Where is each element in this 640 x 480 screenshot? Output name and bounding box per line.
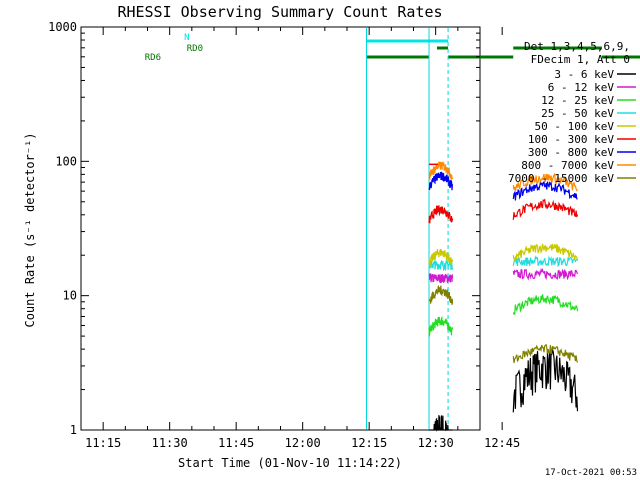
- series-line: [512, 343, 579, 364]
- series-line: [428, 204, 454, 224]
- series-line: [512, 255, 578, 268]
- legend-header: FDecim 1, Att 0: [531, 53, 630, 66]
- series-line: [512, 294, 579, 316]
- x-tick-label: 11:45: [218, 436, 254, 450]
- series-line: [512, 267, 579, 281]
- series-line: [512, 172, 578, 192]
- legend-label: 300 - 800 keV: [528, 146, 614, 159]
- series-line: [428, 315, 454, 337]
- x-tick-label: 12:00: [285, 436, 321, 450]
- series-line: [429, 415, 453, 432]
- footer-timestamp: 17-Oct-2021 00:53: [545, 468, 637, 478]
- chart-title: RHESSI Observing Summary Count Rates: [117, 3, 442, 21]
- series-line: [428, 161, 454, 181]
- status-label-rd0: RD0: [187, 44, 203, 54]
- series-line: [428, 273, 454, 284]
- legend-label: 800 - 7000 keV: [521, 159, 614, 172]
- series-line: [428, 248, 454, 267]
- legend-label: 25 - 50 keV: [541, 107, 614, 120]
- vertical-markers: [366, 28, 449, 429]
- series-line: [512, 179, 578, 201]
- series-line: [428, 259, 454, 272]
- legend-header: Det 1,3,4,5,6,9,: [524, 40, 630, 53]
- x-tick-label: 11:15: [85, 436, 121, 450]
- series-line: [512, 243, 579, 262]
- x-tick-label: 12:30: [418, 436, 454, 450]
- y-axis-label: Count Rate (s⁻¹ detector⁻¹): [23, 132, 37, 327]
- legend-label: 12 - 25 keV: [541, 94, 614, 107]
- y-tick-label: 100: [55, 154, 77, 168]
- series-line: [512, 348, 579, 413]
- legend-label: 50 - 100 keV: [535, 120, 615, 133]
- series-line: [512, 198, 579, 220]
- status-label-rd6: RD6: [145, 53, 161, 63]
- series-line: [428, 285, 454, 305]
- y-tick-label: 1: [70, 423, 77, 437]
- x-tick-label: 11:30: [152, 436, 188, 450]
- axes: 11:15 11:30 11:45 12:00 12:15 12:30 12:45 1 10 10…: [48, 20, 520, 450]
- legend-label: 6 - 12 keV: [548, 81, 615, 94]
- legend-label: 100 - 300 keV: [528, 133, 614, 146]
- status-label-n: N: [184, 33, 189, 43]
- series-line: [428, 171, 454, 191]
- plot-frame: [80, 26, 481, 431]
- y-tick-label: 1000: [48, 20, 77, 34]
- x-tick-label: 12:45: [484, 436, 520, 450]
- legend-label: 7000 - 15000 keV: [508, 172, 614, 185]
- data-series: [428, 161, 579, 432]
- legend-label: 3 - 6 keV: [554, 68, 614, 81]
- x-axis-label: Start Time (01-Nov-10 11:14:22): [178, 456, 402, 470]
- y-tick-label: 10: [63, 289, 77, 303]
- x-tick-label: 12:15: [351, 436, 387, 450]
- legend: Det 1,3,4,5,6,9,FDecim 1, Att 0 3 - 6 keV…: [508, 40, 636, 185]
